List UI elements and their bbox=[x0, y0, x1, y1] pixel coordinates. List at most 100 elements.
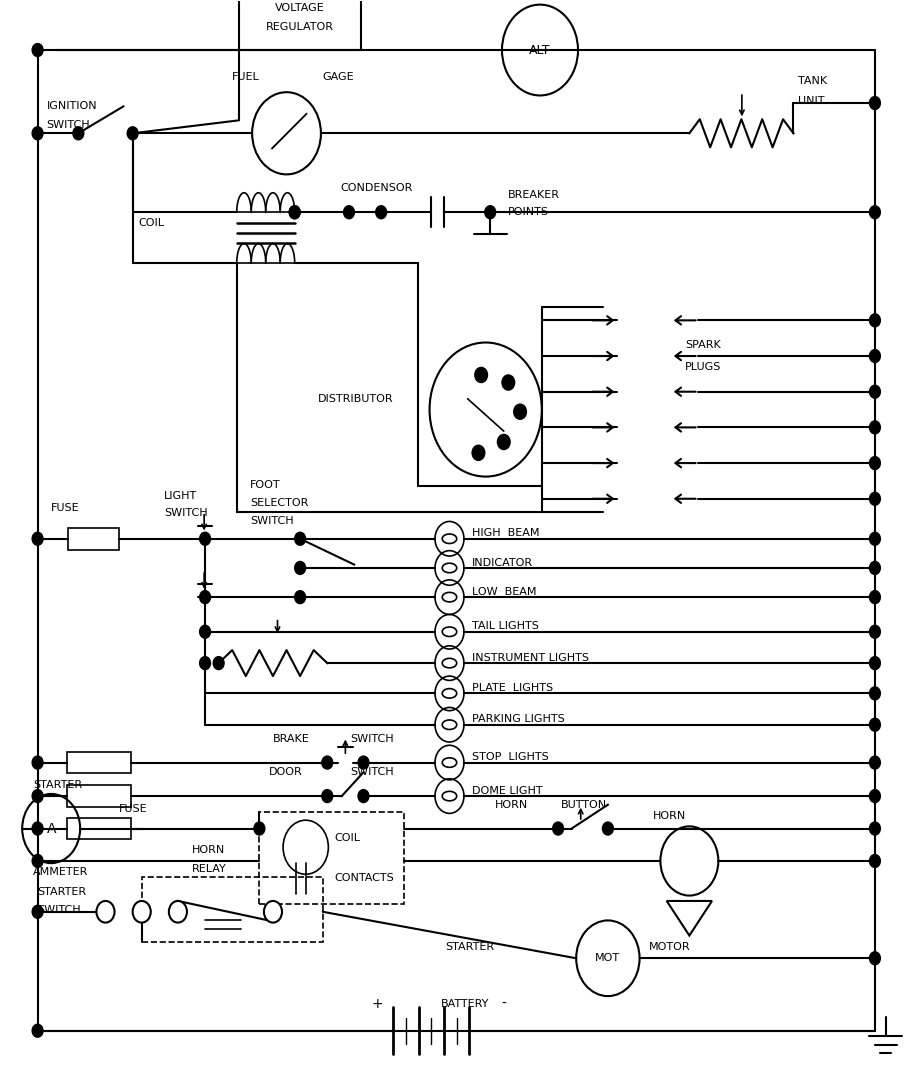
Text: SWITCH: SWITCH bbox=[350, 734, 393, 744]
Text: DISTRIBUTOR: DISTRIBUTOR bbox=[318, 393, 394, 403]
Circle shape bbox=[376, 206, 387, 219]
Circle shape bbox=[358, 789, 369, 802]
Circle shape bbox=[264, 901, 282, 922]
Text: INSTRUMENT LIGHTS: INSTRUMENT LIGHTS bbox=[472, 653, 589, 662]
Circle shape bbox=[254, 822, 265, 835]
Circle shape bbox=[870, 719, 881, 732]
Text: GAGE: GAGE bbox=[322, 72, 354, 82]
Circle shape bbox=[32, 756, 43, 769]
Circle shape bbox=[290, 206, 301, 219]
Text: INDICATOR: INDICATOR bbox=[472, 557, 533, 568]
Text: STARTER: STARTER bbox=[37, 888, 87, 898]
Circle shape bbox=[32, 532, 43, 545]
Bar bbox=[67, 817, 131, 839]
Circle shape bbox=[295, 591, 306, 604]
Text: TANK: TANK bbox=[798, 76, 827, 87]
Circle shape bbox=[32, 127, 43, 140]
Text: RELAY: RELAY bbox=[192, 864, 226, 874]
Text: SWITCH: SWITCH bbox=[350, 767, 393, 777]
Circle shape bbox=[96, 901, 114, 922]
Circle shape bbox=[295, 532, 306, 545]
Text: CONTACTS: CONTACTS bbox=[335, 874, 394, 883]
Circle shape bbox=[870, 952, 881, 965]
Text: MOT: MOT bbox=[596, 953, 620, 964]
Circle shape bbox=[870, 562, 881, 575]
Text: FOOT: FOOT bbox=[251, 480, 281, 490]
Text: SWITCH: SWITCH bbox=[251, 516, 294, 527]
Text: A: A bbox=[46, 822, 56, 836]
Text: IGNITION: IGNITION bbox=[46, 101, 97, 112]
Text: FUSE: FUSE bbox=[51, 503, 80, 514]
Circle shape bbox=[870, 492, 881, 505]
Bar bbox=[142, 877, 322, 942]
Text: HIGH  BEAM: HIGH BEAM bbox=[472, 528, 539, 539]
Circle shape bbox=[213, 657, 224, 670]
Circle shape bbox=[200, 657, 211, 670]
Circle shape bbox=[870, 822, 881, 835]
Circle shape bbox=[514, 404, 527, 420]
Text: PLATE  LIGHTS: PLATE LIGHTS bbox=[472, 683, 553, 693]
Circle shape bbox=[553, 822, 564, 835]
Circle shape bbox=[32, 789, 43, 802]
Circle shape bbox=[169, 901, 187, 922]
Circle shape bbox=[32, 905, 43, 918]
Circle shape bbox=[200, 591, 211, 604]
Text: HORN: HORN bbox=[192, 846, 225, 855]
Circle shape bbox=[870, 789, 881, 802]
Circle shape bbox=[602, 822, 613, 835]
Circle shape bbox=[32, 1024, 43, 1037]
Text: SWITCH: SWITCH bbox=[164, 507, 208, 518]
Text: AMMETER: AMMETER bbox=[33, 867, 88, 877]
Circle shape bbox=[870, 756, 881, 769]
Circle shape bbox=[127, 127, 138, 140]
Circle shape bbox=[358, 756, 369, 769]
Circle shape bbox=[870, 591, 881, 604]
Circle shape bbox=[870, 532, 881, 545]
Circle shape bbox=[870, 385, 881, 398]
Bar bbox=[67, 752, 131, 773]
Circle shape bbox=[32, 43, 43, 56]
Text: REGULATOR: REGULATOR bbox=[266, 22, 334, 31]
Circle shape bbox=[295, 562, 306, 575]
Text: CONDENSOR: CONDENSOR bbox=[340, 183, 413, 193]
Text: ALT: ALT bbox=[529, 43, 551, 56]
Text: MOTOR: MOTOR bbox=[648, 942, 690, 953]
Bar bbox=[260, 812, 404, 904]
Text: HORN: HORN bbox=[495, 800, 528, 810]
Circle shape bbox=[870, 456, 881, 469]
Circle shape bbox=[870, 657, 881, 670]
Text: SPARK: SPARK bbox=[685, 340, 721, 350]
Circle shape bbox=[200, 532, 211, 545]
Text: BATTERY: BATTERY bbox=[440, 998, 489, 1009]
Text: POINTS: POINTS bbox=[508, 207, 549, 217]
Text: -: - bbox=[501, 996, 507, 1010]
Text: HORN: HORN bbox=[653, 811, 686, 821]
Circle shape bbox=[472, 446, 485, 461]
Text: LIGHT: LIGHT bbox=[164, 490, 198, 501]
Circle shape bbox=[498, 435, 510, 450]
Text: FUEL: FUEL bbox=[232, 72, 260, 82]
Circle shape bbox=[32, 822, 43, 835]
Circle shape bbox=[870, 687, 881, 700]
Text: SELECTOR: SELECTOR bbox=[251, 498, 309, 508]
Text: STARTER: STARTER bbox=[445, 942, 494, 953]
Text: VOLTAGE: VOLTAGE bbox=[275, 3, 325, 13]
Text: BUTTON: BUTTON bbox=[561, 800, 607, 810]
Circle shape bbox=[321, 789, 332, 802]
Circle shape bbox=[870, 625, 881, 638]
Circle shape bbox=[485, 206, 496, 219]
Text: BREAKER: BREAKER bbox=[508, 190, 560, 199]
Text: UNIT: UNIT bbox=[798, 95, 824, 106]
Text: FUSE: FUSE bbox=[119, 804, 148, 814]
Text: STARTER: STARTER bbox=[33, 780, 83, 790]
Bar bbox=[67, 785, 131, 806]
Text: +: + bbox=[371, 996, 383, 1010]
Text: LOW  BEAM: LOW BEAM bbox=[472, 586, 537, 596]
Text: DOME LIGHT: DOME LIGHT bbox=[472, 786, 543, 796]
Text: COIL: COIL bbox=[335, 833, 360, 843]
Circle shape bbox=[200, 625, 211, 638]
Circle shape bbox=[870, 314, 881, 327]
Circle shape bbox=[870, 349, 881, 362]
Text: PLUGS: PLUGS bbox=[685, 362, 721, 372]
Circle shape bbox=[475, 367, 488, 383]
